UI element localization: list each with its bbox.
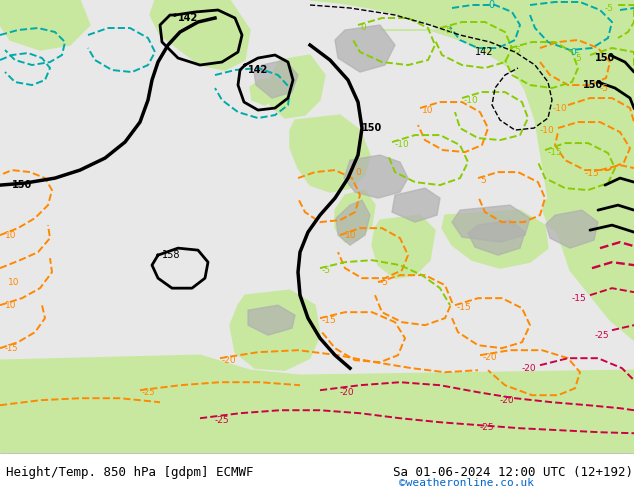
Text: 142: 142: [178, 13, 198, 23]
Polygon shape: [543, 195, 612, 242]
Text: -15: -15: [572, 294, 586, 303]
Polygon shape: [336, 200, 370, 245]
Text: -10: -10: [464, 96, 479, 104]
Text: -25: -25: [480, 423, 495, 432]
Text: -15: -15: [457, 303, 472, 312]
Polygon shape: [335, 25, 395, 72]
Text: 158: 158: [162, 250, 181, 260]
Text: -25: -25: [595, 331, 610, 340]
Polygon shape: [452, 205, 530, 242]
Polygon shape: [468, 220, 525, 255]
Text: -20: -20: [500, 396, 515, 405]
Text: 0: 0: [488, 0, 494, 10]
Polygon shape: [0, 385, 634, 453]
Polygon shape: [254, 60, 298, 98]
Polygon shape: [392, 188, 440, 222]
Polygon shape: [0, 355, 634, 395]
Text: 150: 150: [595, 53, 615, 63]
Text: 10: 10: [345, 231, 356, 240]
Text: -20: -20: [483, 353, 498, 362]
Polygon shape: [372, 215, 435, 278]
Text: -5: -5: [444, 25, 453, 34]
Text: 0-: 0-: [570, 48, 579, 56]
Text: 0: 0: [355, 168, 361, 176]
Polygon shape: [150, 0, 250, 70]
Text: -10: -10: [540, 125, 555, 135]
Polygon shape: [0, 0, 35, 30]
Polygon shape: [268, 55, 325, 118]
Text: -5: -5: [380, 278, 389, 287]
Text: 150: 150: [583, 80, 603, 90]
Text: -5: -5: [513, 46, 522, 54]
Text: -20: -20: [340, 388, 354, 397]
Text: -15: -15: [585, 169, 600, 177]
Text: 10: 10: [5, 231, 16, 240]
Text: 150: 150: [12, 180, 32, 190]
Text: -25: -25: [142, 388, 155, 397]
Text: 5: 5: [480, 175, 486, 185]
Polygon shape: [250, 78, 278, 105]
Text: 150: 150: [362, 123, 382, 133]
Text: 142: 142: [475, 47, 493, 57]
Text: 0: 0: [360, 23, 366, 31]
Text: -10: -10: [553, 103, 568, 113]
Text: 5: 5: [575, 53, 581, 63]
Text: -15: -15: [548, 147, 563, 157]
Text: -5: -5: [605, 3, 614, 13]
Text: 10: 10: [5, 301, 16, 310]
Polygon shape: [335, 190, 375, 242]
Polygon shape: [344, 155, 408, 198]
Text: 10: 10: [8, 278, 20, 287]
Polygon shape: [442, 210, 548, 268]
Text: -5: -5: [322, 266, 331, 275]
Text: -5: -5: [600, 84, 609, 93]
Polygon shape: [230, 290, 320, 370]
Polygon shape: [546, 210, 598, 248]
Text: -15: -15: [5, 343, 18, 353]
Text: -10: -10: [395, 140, 410, 148]
Polygon shape: [380, 30, 634, 340]
Text: -20: -20: [522, 364, 536, 373]
Polygon shape: [0, 0, 90, 50]
Text: -20: -20: [222, 356, 236, 365]
Text: Sa 01-06-2024 12:00 UTC (12+192): Sa 01-06-2024 12:00 UTC (12+192): [393, 466, 633, 479]
Text: ©weatheronline.co.uk: ©weatheronline.co.uk: [399, 478, 534, 488]
Text: 10: 10: [422, 105, 434, 115]
Text: 142: 142: [248, 65, 268, 75]
Polygon shape: [310, 0, 634, 180]
Text: -15: -15: [322, 316, 337, 325]
Polygon shape: [290, 115, 370, 192]
Polygon shape: [248, 305, 295, 335]
Text: Height/Temp. 850 hPa [gdpm] ECMWF: Height/Temp. 850 hPa [gdpm] ECMWF: [6, 466, 254, 479]
Text: -25: -25: [215, 416, 230, 425]
